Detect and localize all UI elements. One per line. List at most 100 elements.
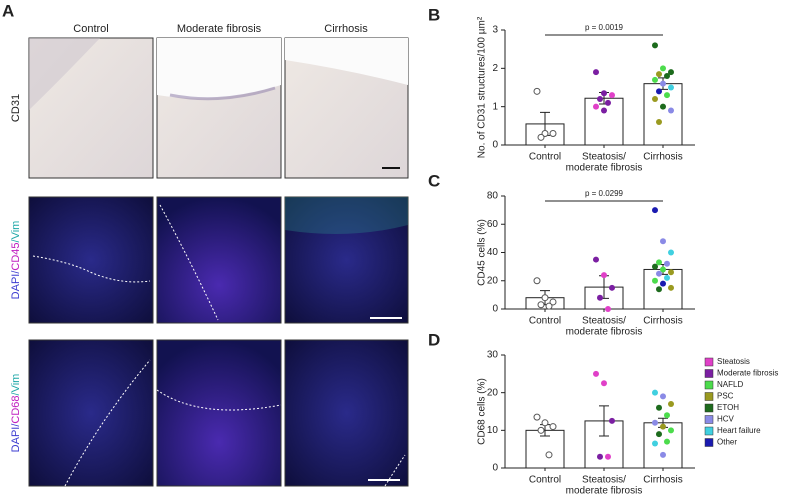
image [157, 340, 281, 486]
image [285, 340, 408, 486]
data-point [605, 100, 611, 106]
y-tick-label: 20 [487, 275, 499, 286]
data-point [538, 427, 544, 433]
data-point [664, 92, 670, 98]
data-point [664, 275, 670, 281]
row-label: CD31 [10, 94, 22, 122]
image [29, 340, 153, 486]
y-tick-label: 1 [492, 101, 498, 112]
data-point [546, 452, 552, 458]
data-point [652, 264, 658, 270]
y-tick-label: 60 [487, 219, 499, 230]
data-point [656, 119, 662, 125]
row-label: DAPI/CD45/Vim [10, 221, 22, 300]
data-point [609, 418, 615, 424]
row-label-part: /Vim [10, 221, 22, 243]
data-point [652, 207, 658, 213]
x-tick-label: Control [529, 475, 561, 486]
data-point [609, 285, 615, 291]
data-point [534, 278, 540, 284]
legend-label: Heart failure [717, 426, 761, 435]
row-label: DAPI/CD68/Vim [10, 374, 22, 453]
data-point [597, 454, 603, 460]
data-point [601, 380, 607, 386]
data-point [534, 414, 540, 420]
data-point [660, 424, 666, 430]
x-tick-label: Steatosis/ [582, 152, 626, 163]
x-tick-label: moderate fibrosis [566, 486, 643, 497]
legend-label: PSC [717, 392, 734, 401]
row-label-part: /Vim [10, 374, 22, 396]
data-point [664, 73, 670, 79]
data-point [656, 431, 662, 437]
x-tick-label: moderate fibrosis [566, 163, 643, 174]
y-tick-label: 20 [487, 387, 499, 398]
data-point [605, 306, 611, 312]
y-tick-label: 0 [492, 140, 498, 151]
p-value: p = 0.0019 [585, 23, 624, 32]
legend-swatch [705, 358, 713, 366]
data-point [593, 69, 599, 75]
data-point [660, 452, 666, 458]
data-point [668, 85, 674, 91]
y-tick-label: 10 [487, 425, 499, 436]
data-point [656, 71, 662, 77]
column-header: Cirrhosis [324, 23, 368, 35]
y-tick-label: 0 [492, 304, 498, 315]
data-point [534, 88, 540, 94]
bar [644, 423, 682, 468]
x-tick-label: Cirrhosis [643, 316, 682, 327]
x-tick-label: moderate fibrosis [566, 327, 643, 338]
data-point [601, 90, 607, 96]
data-point [660, 393, 666, 399]
data-point [542, 295, 548, 301]
data-point [660, 65, 666, 71]
panel-label: A [2, 1, 14, 20]
row-label-part: DAPI/ [10, 270, 22, 300]
bar [585, 98, 623, 145]
data-point [652, 441, 658, 447]
legend-label: Moderate fibrosis [717, 369, 778, 378]
y-axis-title: No. of CD31 structures/100 µm² [477, 16, 488, 158]
y-tick-label: 2 [492, 63, 498, 74]
data-point [660, 104, 666, 110]
data-point [664, 261, 670, 267]
data-point [668, 427, 674, 433]
panel-label: B [428, 5, 440, 24]
legend-label: Steatosis [717, 357, 750, 366]
data-point [668, 250, 674, 256]
x-tick-label: Control [529, 316, 561, 327]
data-point [652, 77, 658, 83]
data-point [652, 390, 658, 396]
image [157, 197, 281, 323]
data-point [550, 131, 556, 137]
x-tick-label: Cirrhosis [643, 475, 682, 486]
row-label-part: DAPI/ [10, 423, 22, 453]
column-header: Control [73, 23, 108, 35]
data-point [593, 104, 599, 110]
data-point [660, 238, 666, 244]
x-tick-label: Control [529, 152, 561, 163]
y-tick-label: 30 [487, 350, 499, 361]
data-point [601, 108, 607, 114]
bar [644, 84, 682, 145]
panel-label: D [428, 330, 440, 349]
data-point [656, 88, 662, 94]
data-point [668, 285, 674, 291]
data-point [656, 286, 662, 292]
data-point [668, 269, 674, 275]
legend-swatch [705, 416, 713, 424]
panel-label: C [428, 171, 440, 190]
x-tick-label: Steatosis/ [582, 316, 626, 327]
legend-label: ETOH [717, 403, 739, 412]
data-point [652, 42, 658, 48]
y-tick-label: 3 [492, 25, 498, 36]
data-point [652, 420, 658, 426]
legend-swatch [705, 427, 713, 435]
y-tick-label: 40 [487, 247, 499, 258]
legend-label: NAFLD [717, 380, 743, 389]
data-point [664, 412, 670, 418]
y-tick-label: 80 [487, 191, 499, 202]
legend-swatch [705, 381, 713, 389]
column-header: Moderate fibrosis [177, 23, 262, 35]
